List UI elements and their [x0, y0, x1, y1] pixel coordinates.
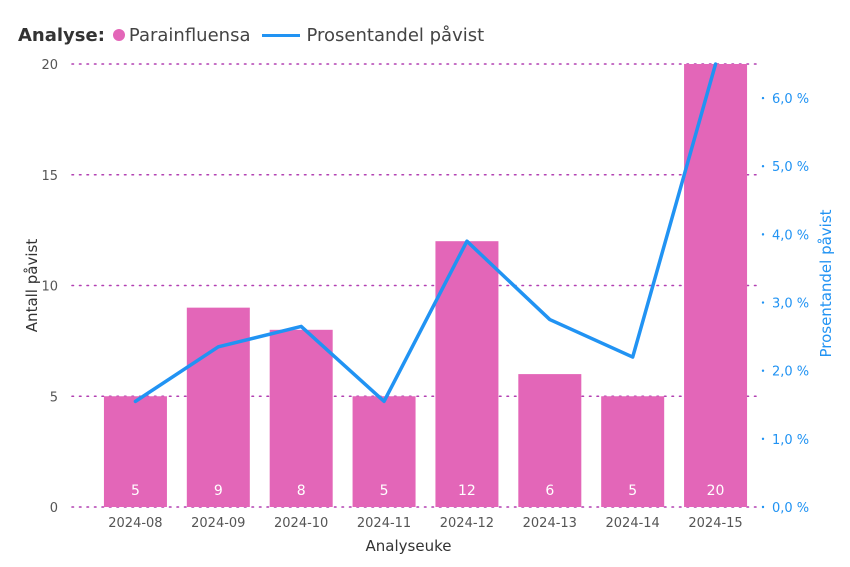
y2-tick-mark — [761, 369, 765, 372]
y2-tick-mark — [761, 301, 765, 304]
x-tick-label: 2024-14 — [606, 516, 660, 531]
y2-tick-label: 4,0 % — [772, 228, 809, 243]
bar-data-label: 8 — [297, 483, 306, 499]
legend-bar-label[interactable]: Parainfluensa — [128, 24, 251, 46]
bar — [352, 396, 416, 507]
bar — [269, 329, 333, 507]
y2-axis-title: Prosentandel påvist — [817, 209, 835, 357]
y2-tick-mark — [761, 96, 765, 100]
bar-data-label: 9 — [214, 483, 223, 499]
legend: Analyse: Parainfluensa Prosentandel påvi… — [18, 22, 484, 48]
y2-tick-label: 2,0 % — [772, 365, 809, 380]
legend-title: Analyse: — [18, 24, 105, 46]
y-tick-label: 15 — [41, 169, 58, 184]
x-tick-label: 2024-15 — [688, 516, 742, 531]
bar-data-label: 20 — [707, 483, 725, 499]
x-tick-label: 2024-11 — [357, 516, 411, 531]
bar — [518, 374, 582, 507]
bar-data-label: 12 — [458, 483, 476, 499]
x-tick-label: 2024-12 — [440, 516, 494, 531]
y2-tick-label: 6,0 % — [772, 92, 809, 107]
legend-bar-swatch — [112, 29, 125, 41]
bar — [601, 396, 665, 507]
y2-tick-label: 3,0 % — [772, 297, 809, 312]
x-axis-title: Analyseuke — [366, 537, 452, 555]
y2-tick-mark — [761, 233, 765, 236]
bar-data-label: 6 — [545, 483, 554, 499]
y2-tick-label: 1,0 % — [772, 433, 809, 448]
y-axis-title: Antall påvist — [23, 239, 41, 333]
y2-tick-label: 0,0 % — [772, 501, 809, 516]
line-series — [133, 62, 718, 404]
y-tick-label: 0 — [50, 501, 58, 516]
x-tick-label: 2024-10 — [274, 516, 328, 531]
bar — [186, 307, 250, 507]
bar — [103, 396, 167, 507]
y2-tick-label: 5,0 % — [772, 160, 809, 175]
x-tick-label: 2024-13 — [523, 516, 577, 531]
y-tick-label: 10 — [41, 280, 58, 295]
legend-line-swatch — [262, 33, 301, 37]
x-tick-label: 2024-09 — [191, 516, 245, 531]
legend-line-label[interactable]: Prosentandel påvist — [306, 24, 485, 46]
bar — [684, 64, 748, 507]
bar-data-label: 5 — [628, 483, 637, 499]
y2-tick-mark — [761, 165, 765, 168]
y2-tick-mark — [761, 437, 765, 441]
y-tick-label: 5 — [50, 390, 58, 405]
y2-tick-mark — [761, 505, 765, 509]
y-tick-label: 20 — [41, 58, 58, 73]
bar-data-label: 5 — [131, 483, 140, 499]
bar-data-label: 5 — [380, 483, 389, 499]
x-tick-label: 2024-08 — [108, 516, 162, 531]
